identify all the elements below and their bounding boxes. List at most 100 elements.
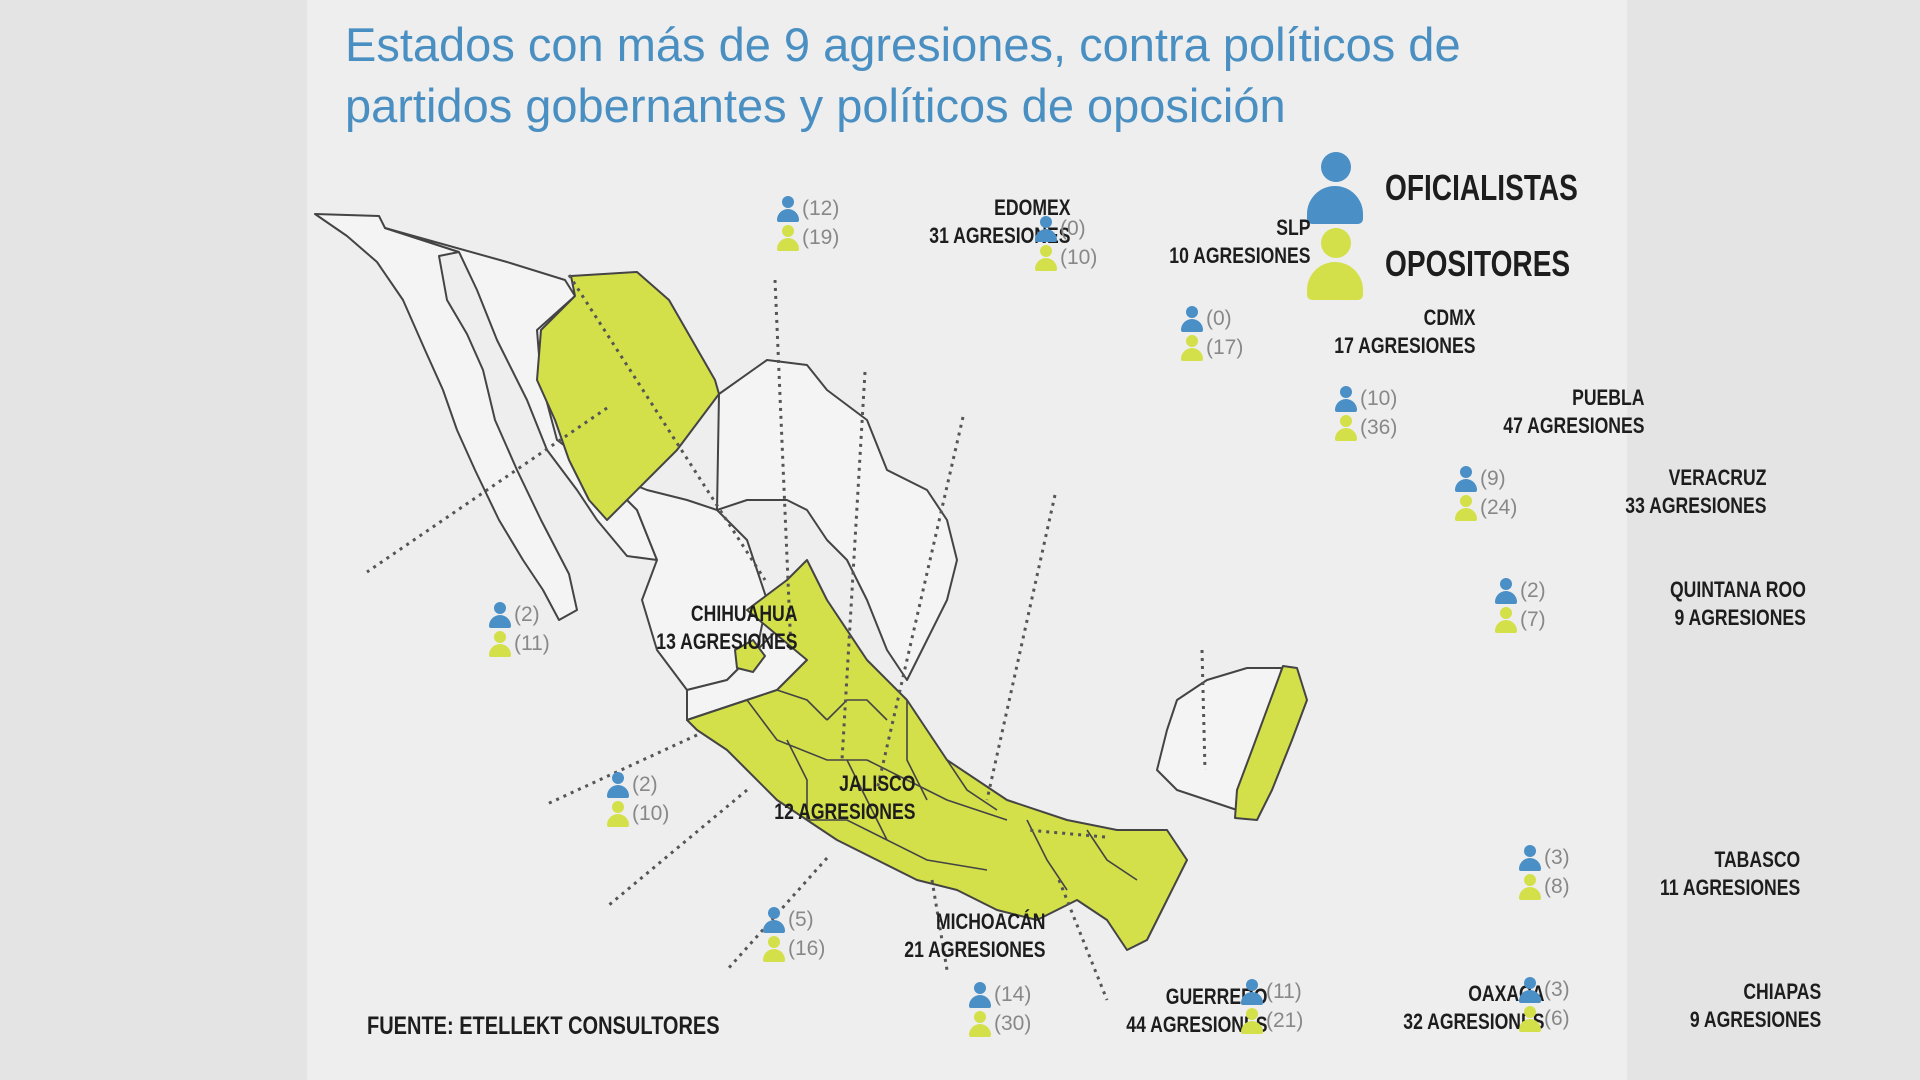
person-icon [1181, 334, 1203, 361]
state-label-jalisco: JALISCO 12 AGRESIONES [774, 770, 915, 826]
person-icon [1495, 577, 1517, 604]
state-total: 17 AGRESIONES [1333, 333, 1475, 358]
state-total: 9 AGRESIONES [1689, 1007, 1821, 1032]
person-icon [1495, 606, 1517, 633]
oficialistas-count: (3) [1544, 977, 1570, 1001]
state-counts-michoacan: (5) (16) [763, 905, 825, 963]
state-counts-oaxaca: (11) (21) [1241, 977, 1303, 1035]
state-label-cdmx: CDMX 17 AGRESIONES [1334, 304, 1475, 360]
state-counts-veracruz: (9) (24) [1455, 464, 1517, 522]
person-icon [489, 630, 511, 657]
person-icon [607, 771, 629, 798]
state-label-tabasco: TABASCO 11 AGRESIONES [1660, 846, 1800, 902]
state-label-puebla: PUEBLA 47 AGRESIONES [1503, 384, 1644, 440]
state-name: TABASCO [1714, 847, 1800, 872]
infographic-card: Estados con más de 9 agresiones, contra … [307, 0, 1821, 1080]
state-total: 33 AGRESIONES [1624, 493, 1766, 518]
state-name: PUEBLA [1571, 385, 1644, 410]
state-counts-tabasco: (3) (8) [1519, 843, 1570, 901]
person-icon [1035, 244, 1057, 271]
state-label-slp: SLP 10 AGRESIONES [1169, 214, 1310, 270]
legend-opositores: OPOSITORES [1307, 228, 1622, 300]
state-name: CHIAPAS [1743, 979, 1821, 1004]
person-icon [489, 601, 511, 628]
oficialistas-count: (2) [1520, 578, 1546, 602]
state-counts-chihuahua: (2) (11) [489, 600, 550, 658]
state-counts-quintana-roo: (2) (7) [1495, 576, 1546, 634]
state-total: 21 AGRESIONES [903, 937, 1045, 962]
state-name: JALISCO [838, 771, 915, 796]
person-icon [1519, 1005, 1541, 1032]
opositores-count: (10) [1060, 245, 1098, 269]
person-icon [1519, 873, 1541, 900]
opositores-count: (21) [1266, 1008, 1304, 1032]
oficialistas-count: (2) [514, 602, 540, 626]
person-icon [969, 981, 991, 1008]
state-counts-guerrero: (14) (30) [969, 980, 1031, 1038]
oficialistas-count: (3) [1544, 845, 1570, 869]
opositores-count: (11) [514, 631, 550, 655]
mexico-map [314, 213, 1308, 1001]
state-label-quintana-roo: QUINTANA ROO 9 AGRESIONES [1670, 576, 1806, 632]
state-counts-jalisco: (2) (10) [607, 770, 669, 828]
state-name: VERACRUZ [1668, 465, 1766, 490]
state-total: 12 AGRESIONES [773, 799, 915, 824]
state-counts-chiapas: (3) (6) [1519, 975, 1570, 1033]
legend-oficialistas: OFICIALISTAS [1307, 152, 1632, 224]
oficialistas-count: (0) [1060, 216, 1086, 240]
person-icon [1455, 465, 1477, 492]
state-total: 9 AGRESIONES [1674, 605, 1806, 630]
state-label-michoacan: MICHOACÁN 21 AGRESIONES [904, 908, 1045, 964]
opositores-count: (10) [632, 801, 670, 825]
oficialistas-count: (5) [788, 907, 814, 931]
opositores-count: (17) [1206, 335, 1244, 359]
oficialistas-count: (12) [802, 196, 840, 220]
opositores-count: (30) [994, 1011, 1032, 1035]
person-icon [1035, 215, 1057, 242]
opositores-count: (6) [1544, 1006, 1570, 1030]
opositores-count: (19) [802, 225, 840, 249]
opositores-count: (7) [1520, 607, 1546, 631]
person-icon [969, 1010, 991, 1037]
person-icon [1519, 976, 1541, 1003]
state-name: SLP [1275, 215, 1310, 240]
oficialistas-count: (11) [1266, 979, 1302, 1003]
state-label-chiapas: CHIAPAS 9 AGRESIONES [1690, 978, 1821, 1034]
oficialistas-count: (2) [632, 772, 658, 796]
person-icon [1307, 228, 1363, 300]
state-name: CHIHUAHUA [690, 601, 797, 626]
leader-lines [366, 274, 1207, 1001]
map-highlighted-region [536, 271, 1308, 951]
state-name: MICHOACÁN [935, 909, 1045, 934]
state-label-veracruz: VERACRUZ 33 AGRESIONES [1625, 464, 1766, 520]
person-icon [763, 935, 785, 962]
person-icon [1455, 494, 1477, 521]
opositores-count: (16) [788, 936, 826, 960]
state-label-chihuahua: CHIHUAHUA 13 AGRESIONES [656, 600, 797, 656]
person-icon [1241, 978, 1263, 1005]
state-counts-edomex: (12) (19) [777, 194, 839, 252]
state-name: EDOMEX [993, 195, 1070, 220]
person-icon [1335, 414, 1357, 441]
state-counts-slp: (0) (10) [1035, 214, 1097, 272]
state-name: CDMX [1423, 305, 1475, 330]
legend-oficialistas-label: OFICIALISTAS [1385, 167, 1578, 208]
oficialistas-count: (9) [1480, 466, 1506, 490]
opositores-count: (36) [1360, 415, 1398, 439]
state-total: 13 AGRESIONES [655, 629, 797, 654]
state-name: QUINTANA ROO [1670, 577, 1806, 602]
state-total: 10 AGRESIONES [1168, 243, 1310, 268]
person-icon [607, 800, 629, 827]
state-counts-puebla: (10) (36) [1335, 384, 1397, 442]
person-icon [1241, 1007, 1263, 1034]
state-total: 47 AGRESIONES [1502, 413, 1644, 438]
legend-opositores-label: OPOSITORES [1385, 243, 1571, 284]
oficialistas-count: (14) [994, 982, 1032, 1006]
opositores-count: (24) [1480, 495, 1518, 519]
person-icon [763, 906, 785, 933]
oficialistas-count: (10) [1360, 386, 1398, 410]
oficialistas-count: (0) [1206, 306, 1232, 330]
state-total: 11 AGRESIONES [1659, 875, 1800, 900]
person-icon [1181, 305, 1203, 332]
state-counts-cdmx: (0) (17) [1181, 304, 1243, 362]
